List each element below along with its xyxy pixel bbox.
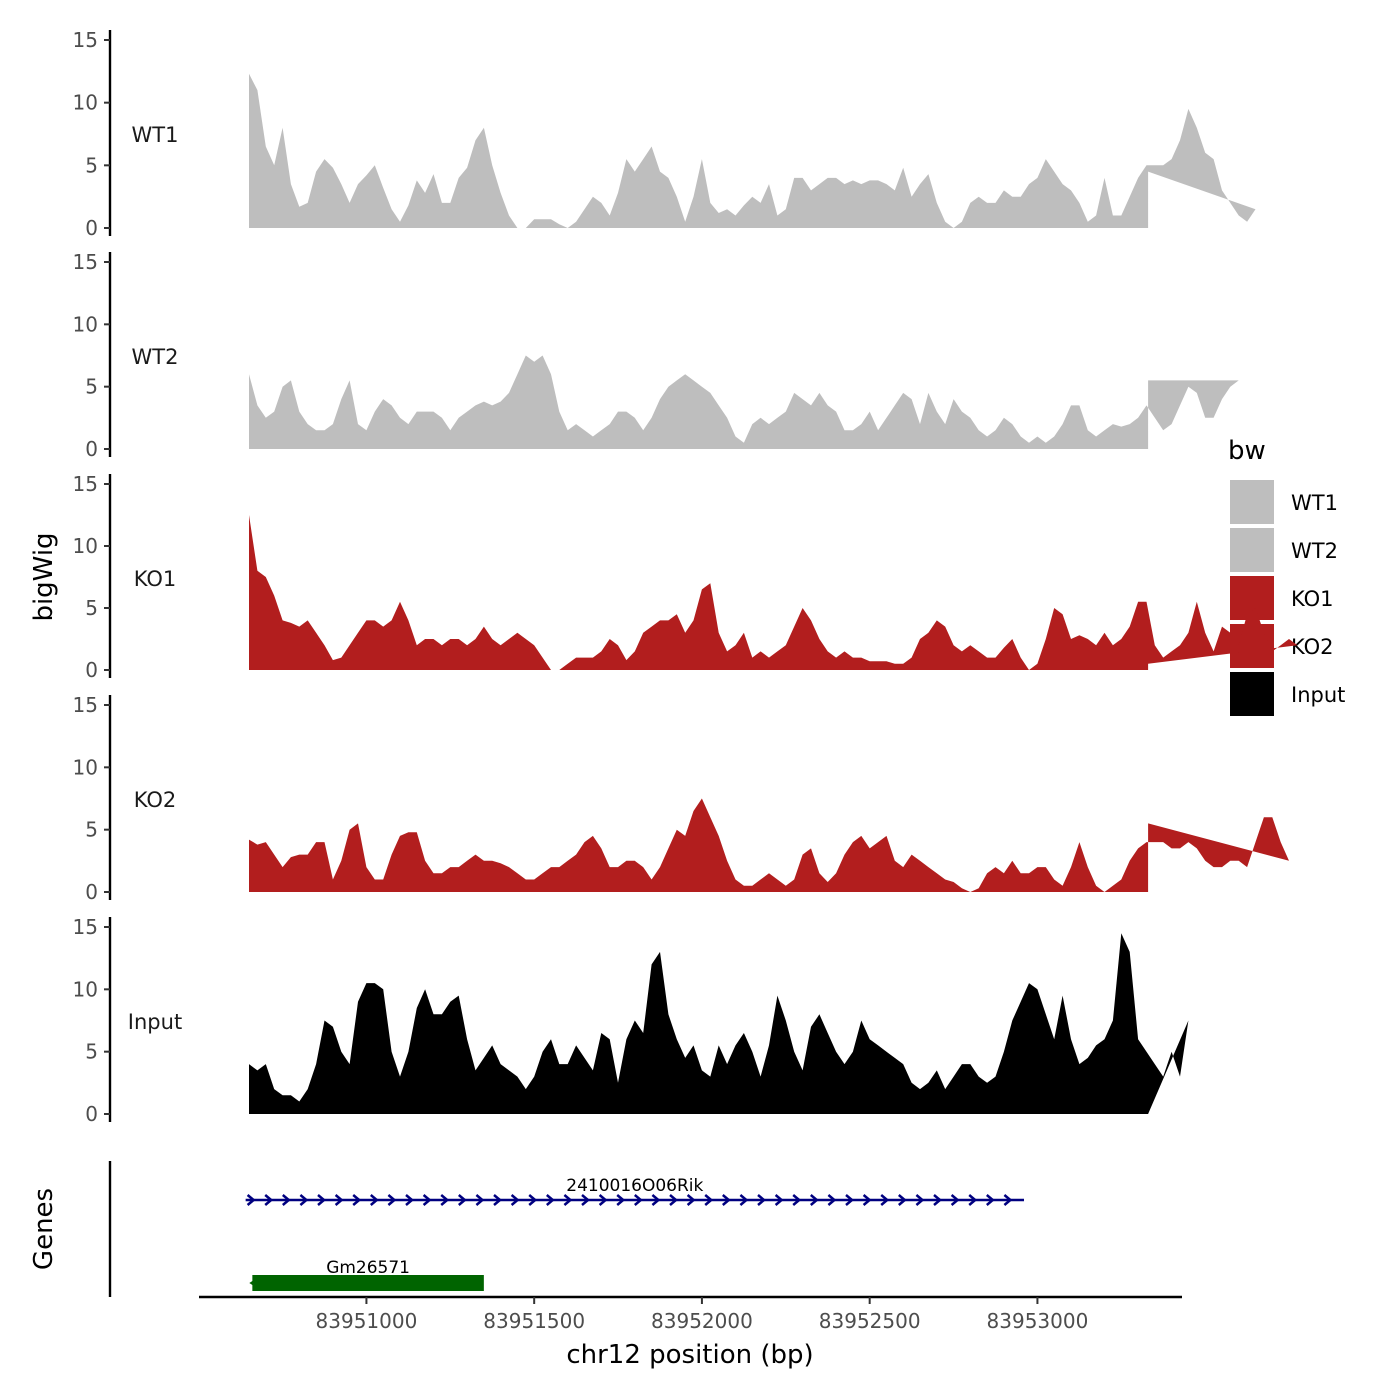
x-tick-label: 83952000: [651, 1309, 753, 1333]
y-tick-label: 10: [73, 312, 98, 336]
track-label: Input: [128, 1010, 182, 1034]
y-tick-label: 15: [73, 915, 98, 939]
y-tick-label: 0: [85, 437, 98, 461]
genes-panel-label: Genes: [29, 1188, 59, 1270]
gene-label: Gm26571: [326, 1258, 410, 1278]
x-tick-label: 83952500: [819, 1309, 921, 1333]
legend-swatch: [1230, 672, 1274, 716]
legend-title: bw: [1228, 436, 1266, 466]
x-axis-title: chr12 position (bp): [566, 1340, 813, 1370]
y-tick-label: 15: [73, 472, 98, 496]
area-ko1: [249, 515, 1298, 670]
track-label: WT1: [132, 123, 179, 147]
track-ko2: 0 5 10 15 KO2: [73, 693, 1289, 904]
gene-2410016o06rik: 2410016O06Rik: [245, 1176, 1025, 1206]
area-input: [249, 933, 1189, 1114]
x-tick-label: 83951500: [483, 1309, 585, 1333]
legend-entry-ko1: KO1: [1230, 576, 1334, 620]
y-axis-title: bigWig: [29, 532, 59, 621]
y-tick-label: 15: [73, 250, 98, 274]
y-tick-label: 0: [85, 1102, 98, 1126]
legend-entry-input: Input: [1230, 672, 1345, 716]
y-tick-label: 5: [85, 596, 98, 620]
y-tick-label: 0: [85, 216, 98, 240]
x-axis: 83951000 83951500 83952000 83952500 83953000: [199, 1295, 1182, 1333]
track-label: WT2: [132, 345, 179, 369]
y-tick-label: 5: [85, 153, 98, 177]
legend-label: KO2: [1291, 635, 1334, 659]
gene-start-marker: [249, 1279, 256, 1287]
track-label: KO2: [134, 788, 177, 812]
genes-track: 2410016O06Rik Gm26571: [108, 1161, 1025, 1297]
track-ko1: 0 5 10 15 KO1: [73, 472, 1298, 682]
track-wt2: 0 5 10 15 WT2: [73, 250, 1239, 461]
track-input: 0 5 10 15 Input: [73, 915, 1189, 1126]
legend-label: WT1: [1291, 491, 1338, 515]
legend-entry-wt2: WT2: [1230, 528, 1338, 572]
y-tick-label: 0: [85, 658, 98, 682]
legend-swatch: [1230, 480, 1274, 524]
y-tick-label: 10: [73, 977, 98, 1001]
legend-label: WT2: [1291, 539, 1338, 563]
area-ko2: [249, 798, 1289, 892]
y-tick-label: 5: [85, 375, 98, 399]
y-tick-label: 0: [85, 880, 98, 904]
signal-tracks: 0 5 10 15 WT1 0 5 10 15 WT2 0 5 10 15 KO1 0 5 10 15 KO2 0 5 10…: [73, 28, 1298, 1126]
area-wt2: [249, 355, 1239, 449]
y-tick-label: 10: [73, 91, 98, 115]
track-wt1: 0 5 10 15 WT1: [73, 28, 1256, 240]
area-wt1: [249, 73, 1256, 228]
y-tick-label: 10: [73, 534, 98, 558]
y-tick-label: 5: [85, 818, 98, 842]
y-tick-label: 15: [73, 693, 98, 717]
gene-gm26571: Gm26571: [249, 1258, 484, 1291]
x-tick-label: 83953000: [987, 1309, 1089, 1333]
legend-entry-wt1: WT1: [1230, 480, 1338, 524]
strand-arrows: [246, 1194, 1013, 1206]
legend-label: Input: [1291, 683, 1345, 707]
y-tick-label: 10: [73, 755, 98, 779]
gene-body-box: [252, 1275, 484, 1291]
y-tick-label: 5: [85, 1040, 98, 1064]
gene-label: 2410016O06Rik: [566, 1176, 703, 1196]
y-tick-label: 15: [73, 28, 98, 52]
track-label: KO1: [134, 567, 177, 591]
x-tick-label: 83951000: [316, 1309, 418, 1333]
legend-swatch: [1230, 528, 1274, 572]
legend-label: KO1: [1291, 587, 1334, 611]
